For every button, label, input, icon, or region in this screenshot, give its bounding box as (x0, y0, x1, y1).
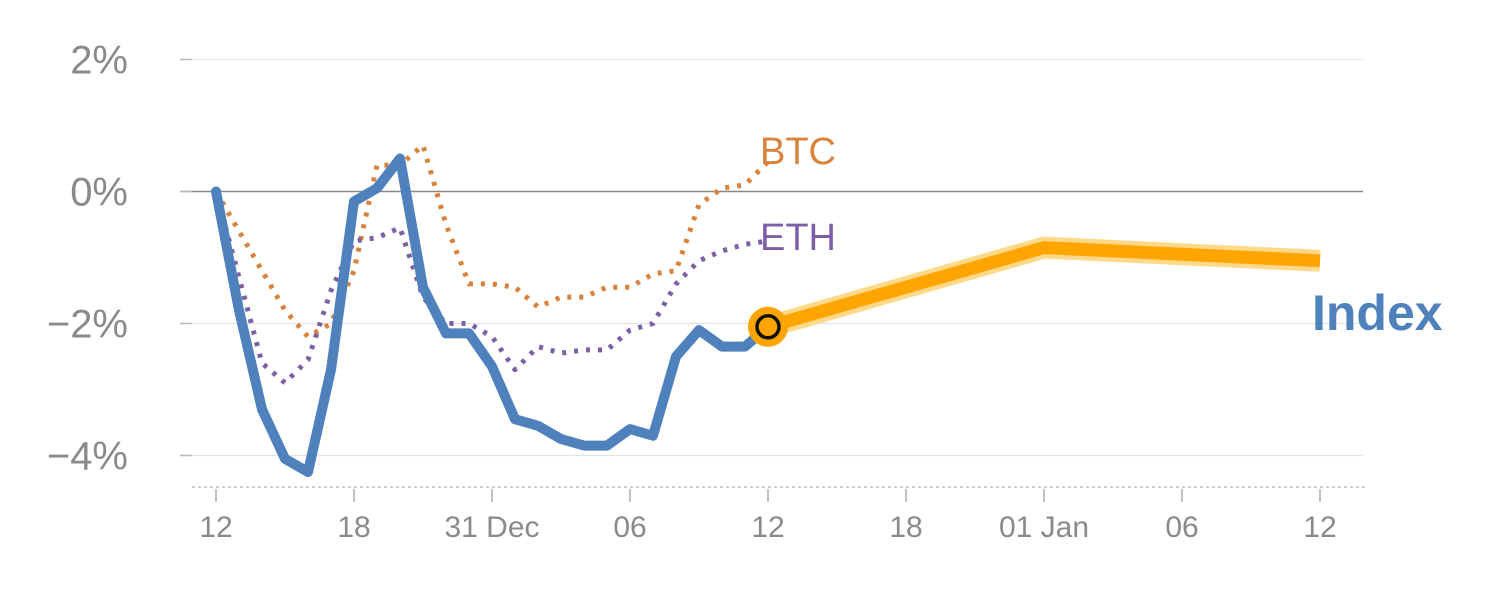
x-tick-label: 18 (889, 511, 922, 544)
x-tick-labels: 12 18 31 Dec 06 12 18 01 Jan 06 12 (199, 511, 1336, 544)
index-label: Index (1312, 285, 1443, 341)
series-eth (213, 190, 769, 386)
x-tick-label: 18 (337, 511, 370, 544)
y-tick-label: 0% (70, 171, 128, 215)
y-tick-labels: 2% 0% −2% −4% (47, 39, 128, 479)
marker-inner (755, 314, 781, 340)
x-tick-label: 12 (751, 511, 784, 544)
axes (192, 486, 1365, 502)
series-index (211, 153, 773, 477)
x-tick-label: 31 Dec (444, 511, 539, 544)
eth-line (213, 190, 769, 386)
series-btc (213, 142, 770, 340)
x-tick-label: 01 Jan (999, 511, 1089, 544)
btc-line (213, 142, 770, 340)
series-index-forecast (764, 236, 1321, 338)
forecast-line (766, 241, 1321, 334)
index-line (211, 153, 773, 477)
eth-label: ETH (760, 217, 836, 259)
x-tick-label: 06 (1165, 511, 1198, 544)
x-tick-label: 06 (613, 511, 646, 544)
y-tick-label: 2% (70, 39, 128, 83)
y-tick-label: −4% (47, 435, 128, 479)
x-tick-label: 12 (1303, 511, 1336, 544)
current-value-marker (748, 306, 788, 347)
y-tick-label: −2% (47, 303, 128, 347)
btc-label: BTC (760, 131, 836, 173)
x-tick-label: 12 (199, 511, 232, 544)
